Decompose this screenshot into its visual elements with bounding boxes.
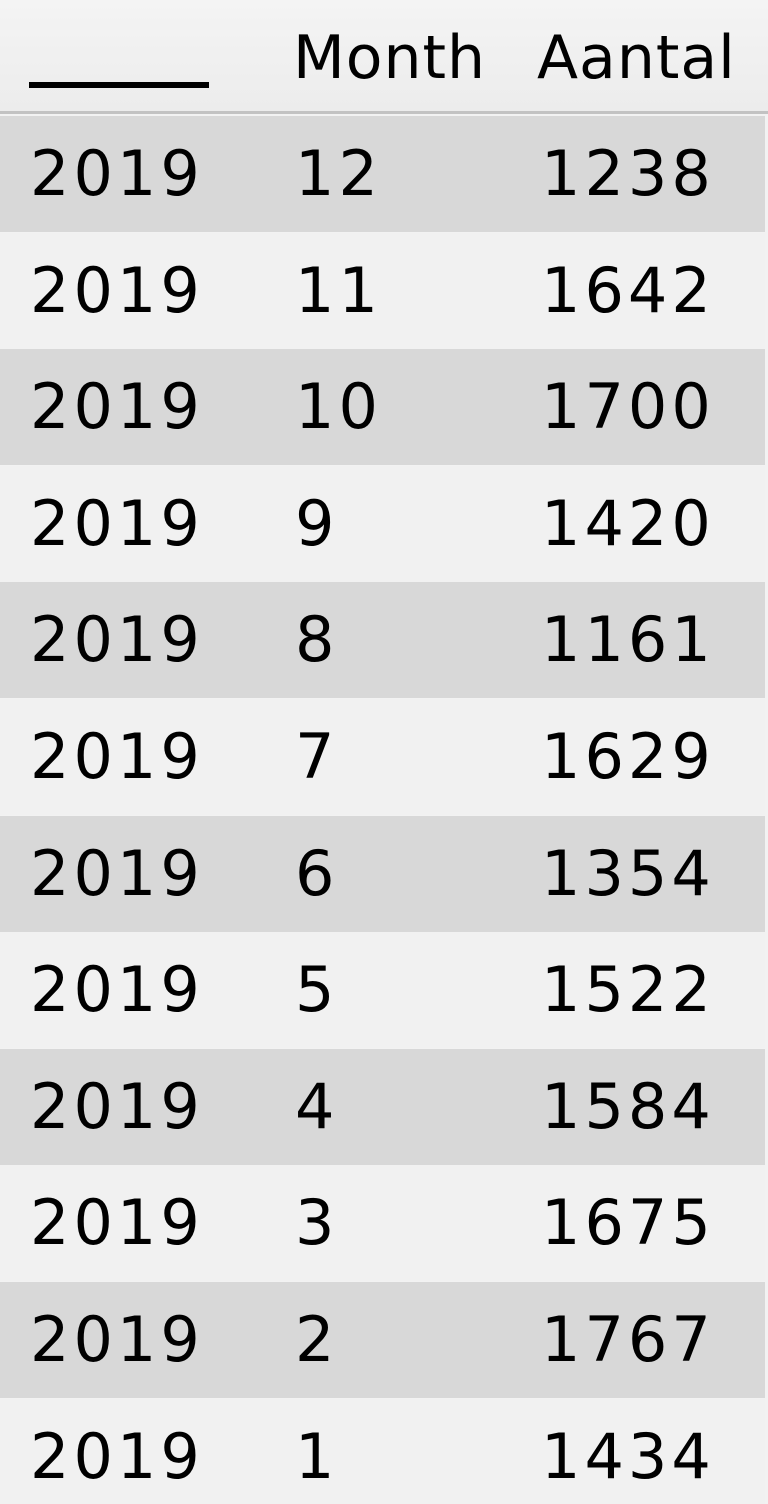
aantal-cell: 1238 bbox=[541, 137, 715, 210]
year-cell: 2019 bbox=[30, 953, 204, 1026]
month-cell: 12 bbox=[295, 137, 382, 210]
table-row[interactable]: 2019 5 1522 bbox=[0, 932, 765, 1048]
aantal-cell: 1522 bbox=[541, 953, 715, 1026]
aantal-cell: 1629 bbox=[541, 720, 715, 793]
table-row[interactable]: 2019 12 1238 bbox=[0, 116, 765, 232]
aantal-cell: 1420 bbox=[541, 487, 715, 560]
table-row[interactable]: 2019 9 1420 bbox=[0, 466, 765, 582]
aantal-cell: 1675 bbox=[541, 1186, 715, 1259]
month-cell: 8 bbox=[295, 603, 339, 676]
month-cell: 6 bbox=[295, 837, 339, 910]
year-cell: 2019 bbox=[30, 137, 204, 210]
year-cell: 2019 bbox=[30, 720, 204, 793]
table-row[interactable]: 2019 11 1642 bbox=[0, 233, 765, 349]
year-cell: 2019 bbox=[30, 603, 204, 676]
year-cell: 2019 bbox=[30, 487, 204, 560]
aantal-cell: 1434 bbox=[541, 1420, 715, 1493]
year-cell: 2019 bbox=[30, 1303, 204, 1376]
year-cell: 2019 bbox=[30, 1186, 204, 1259]
month-cell: 2 bbox=[295, 1303, 339, 1376]
table-row[interactable]: 2019 10 1700 bbox=[0, 349, 765, 465]
aantal-cell: 1354 bbox=[541, 837, 715, 910]
column-header-blank-underline bbox=[29, 82, 209, 88]
month-cell: 1 bbox=[295, 1420, 339, 1493]
table-row[interactable]: 2019 7 1629 bbox=[0, 699, 765, 815]
table-row[interactable]: 2019 2 1767 bbox=[0, 1282, 765, 1398]
aantal-cell: 1700 bbox=[541, 370, 715, 443]
table-row[interactable]: 2019 4 1584 bbox=[0, 1049, 765, 1165]
aantal-cell: 1584 bbox=[541, 1070, 715, 1143]
year-cell: 2019 bbox=[30, 1420, 204, 1493]
aantal-cell: 1767 bbox=[541, 1303, 715, 1376]
month-cell: 4 bbox=[295, 1070, 339, 1143]
month-cell: 11 bbox=[295, 254, 382, 327]
month-cell: 7 bbox=[295, 720, 339, 793]
table-row[interactable]: 2019 8 1161 bbox=[0, 582, 765, 698]
year-cell: 2019 bbox=[30, 370, 204, 443]
table-row[interactable]: 2019 1 1434 bbox=[0, 1399, 765, 1504]
year-cell: 2019 bbox=[30, 254, 204, 327]
month-cell: 10 bbox=[295, 370, 382, 443]
column-header-month[interactable]: Month bbox=[293, 23, 487, 93]
year-cell: 2019 bbox=[30, 837, 204, 910]
table-header: Month Aantal bbox=[0, 0, 768, 114]
month-cell: 3 bbox=[295, 1186, 339, 1259]
column-header-aantal[interactable]: Aantal bbox=[537, 23, 736, 93]
year-cell: 2019 bbox=[30, 1070, 204, 1143]
table-row[interactable]: 2019 3 1675 bbox=[0, 1165, 765, 1281]
month-cell: 5 bbox=[295, 953, 339, 1026]
aantal-cell: 1161 bbox=[541, 603, 715, 676]
aantal-cell: 1642 bbox=[541, 254, 715, 327]
table-row[interactable]: 2019 6 1354 bbox=[0, 816, 765, 932]
month-cell: 9 bbox=[295, 487, 339, 560]
